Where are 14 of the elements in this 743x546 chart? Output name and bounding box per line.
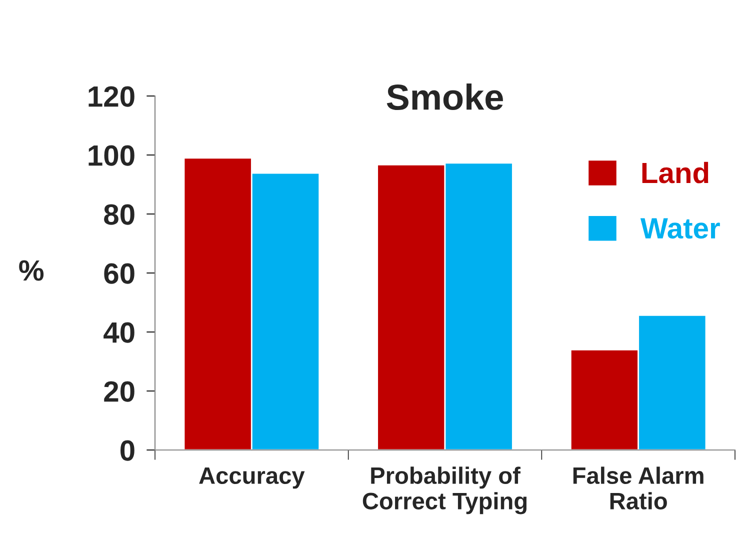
y-tick-label: 60 — [104, 263, 134, 284]
y-tick-label: 80 — [104, 204, 134, 225]
x-tick-label: Accuracy — [199, 468, 305, 489]
x-tick-label: Probability of Correct Typing — [362, 466, 527, 514]
y-tick-label: 20 — [104, 381, 134, 402]
chart-title: Smoke — [386, 84, 503, 110]
y-tick-label: 0 — [120, 440, 134, 461]
x-tick-label: False Alarm Ratio — [573, 466, 704, 510]
legend-label: Land — [642, 162, 708, 184]
y-tick-label: 100 — [88, 145, 134, 166]
y-tick-label: 120 — [88, 86, 134, 107]
legend-label: Water — [640, 218, 720, 239]
y-tick-label: 40 — [104, 322, 134, 343]
y-axis-title: % — [19, 260, 44, 281]
